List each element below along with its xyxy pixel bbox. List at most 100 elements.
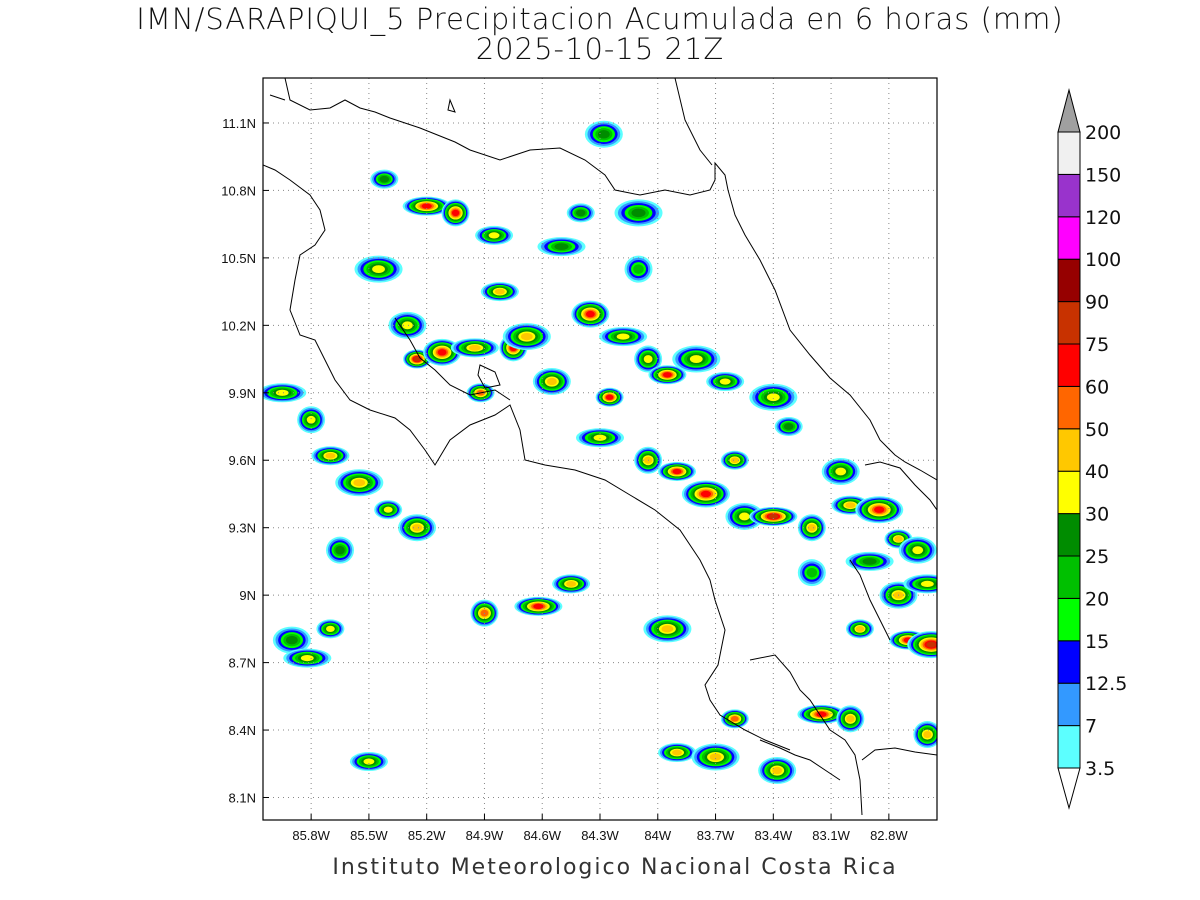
colorbar-level-label: 50 xyxy=(1085,419,1109,441)
precip-cell xyxy=(643,615,692,643)
precip-cell xyxy=(283,648,332,668)
colorbar-swatch xyxy=(1057,682,1081,727)
precip-contour xyxy=(372,265,385,274)
precip-cell xyxy=(845,619,874,639)
precip-cell xyxy=(532,368,571,396)
footer-credit: Instituto Meteorologico Nacional Costa R… xyxy=(332,855,898,880)
lat-tick-label: 9N xyxy=(239,588,256,603)
precip-contour xyxy=(835,467,847,476)
precip-contour xyxy=(306,415,316,424)
precip-contour xyxy=(468,344,481,351)
colorbar-level-label: 75 xyxy=(1085,334,1109,356)
map-title: IMN/SARAPIQUI_5 Precipitacion Acumulada … xyxy=(136,2,1064,36)
precip-cell xyxy=(749,383,798,411)
map-subtitle-datetime: 2025-10-15 21Z xyxy=(475,32,725,66)
precip-cell xyxy=(370,169,399,189)
precip-cell xyxy=(672,345,721,373)
colorbar-level-label: 100 xyxy=(1085,249,1121,271)
lat-tick-label: 10.2N xyxy=(221,318,256,333)
precip-cell xyxy=(821,457,860,485)
colorbar-max-triangle xyxy=(1057,88,1081,133)
colorbar-swatch xyxy=(1057,173,1081,218)
colorbar-level-label: 90 xyxy=(1085,292,1109,314)
precip-cell xyxy=(566,203,595,223)
colorbar-swatch xyxy=(1057,597,1081,642)
colorbar-level-label: 40 xyxy=(1085,461,1109,483)
precip-cell xyxy=(502,323,551,351)
precip-cell xyxy=(571,300,610,328)
precip-contour xyxy=(597,129,610,139)
precip-contour xyxy=(335,545,345,555)
precip-contour xyxy=(846,715,855,723)
precip-cell xyxy=(658,461,697,481)
precip-cell xyxy=(272,626,311,654)
precip-cell xyxy=(725,502,764,530)
precip-cell xyxy=(475,225,514,245)
precip-cell xyxy=(374,500,403,520)
colorbar-swatch xyxy=(1057,513,1081,557)
colorbar-level-label: 15 xyxy=(1085,631,1109,653)
precip-contour xyxy=(689,355,703,363)
precip-cell xyxy=(441,199,470,227)
colorbar-swatch xyxy=(1057,555,1081,599)
precip-contour xyxy=(402,321,413,330)
precip-contour xyxy=(662,372,672,378)
precip-contour xyxy=(546,377,557,386)
precip-contour xyxy=(616,333,630,340)
precip-cell xyxy=(402,196,451,216)
precip-cell xyxy=(552,574,591,594)
latitude-axis: 11.1N 10.8N 10.5N 10.2N 9.9N 9.6N 9.3N 9N 8.7N 8.… xyxy=(221,116,269,806)
precip-cell xyxy=(450,338,499,358)
lon-tick-label: 85.2W xyxy=(408,828,446,843)
precip-contour xyxy=(631,208,646,218)
lon-tick-label: 82.8W xyxy=(870,828,908,843)
precip-cell xyxy=(797,514,826,542)
precip-contour xyxy=(533,603,544,610)
lon-tick-label: 84W xyxy=(644,828,671,843)
precip-cell xyxy=(903,574,937,594)
precip-contour xyxy=(566,580,577,587)
precip-contour xyxy=(874,506,885,513)
precip-cell xyxy=(845,551,894,571)
lon-tick-label: 84.3W xyxy=(581,828,619,843)
colorbar-swatch xyxy=(1057,343,1081,387)
precip-cell xyxy=(311,446,350,466)
precip-cell xyxy=(349,752,388,772)
colorbar-level-label: 120 xyxy=(1085,207,1121,229)
colorbar-swatch xyxy=(1057,385,1081,430)
precip-contour xyxy=(772,766,783,775)
lon-tick-label: 83.4W xyxy=(755,828,793,843)
precip-contour xyxy=(730,716,739,722)
precip-contour xyxy=(709,753,722,761)
precip-contour xyxy=(325,452,336,459)
precip-cell xyxy=(316,619,345,639)
precip-cell xyxy=(584,120,623,148)
precip-contour xyxy=(494,288,505,295)
colorbar-level-label: 12.5 xyxy=(1085,673,1127,695)
precip-contour xyxy=(554,243,569,250)
precip-cell xyxy=(388,311,427,339)
precip-cell xyxy=(403,349,432,369)
precip-cell xyxy=(354,255,403,283)
colorbar-swatch xyxy=(1057,725,1081,769)
lat-tick-label: 9.9N xyxy=(229,386,256,401)
precip-contour xyxy=(520,332,533,341)
longitude-axis: 85.8W 85.5W 85.2W 84.9W 84.6W 84.3W 84W 83.7W 83… xyxy=(292,814,908,843)
precip-contour xyxy=(643,355,653,363)
precip-cell xyxy=(624,255,653,283)
precip-contour xyxy=(730,457,739,464)
colorbar-swatch xyxy=(1057,258,1081,303)
precip-contour xyxy=(920,580,934,588)
precip-cell xyxy=(614,199,663,227)
colorbar-level-label: 7 xyxy=(1085,716,1097,738)
precip-contour xyxy=(326,625,335,632)
precip-contour xyxy=(894,536,903,542)
lat-tick-label: 8.4N xyxy=(229,723,256,738)
lat-tick-label: 8.7N xyxy=(229,656,256,671)
precip-contour xyxy=(912,546,924,555)
precip-contour xyxy=(285,635,298,645)
colorbar-swatch xyxy=(1057,470,1081,515)
precip-contour xyxy=(661,625,674,633)
lon-tick-label: 83.7W xyxy=(697,828,735,843)
